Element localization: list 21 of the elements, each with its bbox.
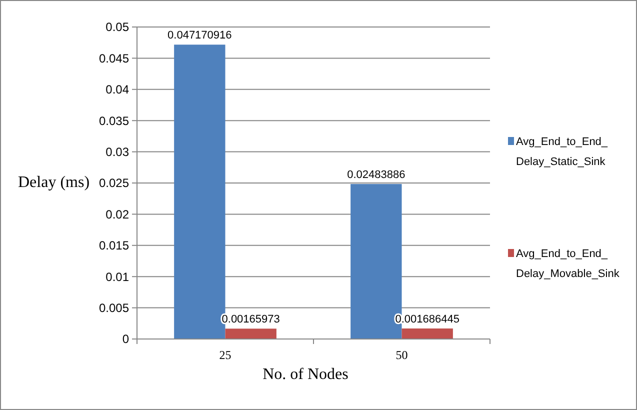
data-label: 0.047170916 (168, 30, 232, 42)
x-tick-label: 50 (396, 348, 408, 362)
y-tick-label: 0.025 (98, 176, 130, 190)
y-tick-label: 0.03 (106, 145, 130, 159)
bar (225, 328, 276, 339)
y-tick-label: 0.015 (98, 238, 130, 253)
y-tick-label: 0 (122, 332, 130, 346)
x-axis-title: No. of Nodes (262, 366, 348, 383)
y-tick-label: 0.045 (98, 51, 130, 66)
y-tick-label: 0.04 (106, 82, 130, 97)
y-tick-label: 0.035 (98, 114, 130, 128)
legend-label: Avg_End_to_End_Delay_Movable_Sink (516, 248, 620, 280)
y-axis-title: Delay (ms) (18, 174, 90, 191)
y-tick-label: 0.02 (106, 207, 130, 222)
data-label: 0.02483886 (347, 169, 406, 182)
y-tick-label: 0.005 (98, 301, 130, 315)
y-tick-label: 0.05 (106, 20, 130, 34)
bar (402, 328, 453, 339)
legend-label: Avg_End_to_End_Delay_Static_Sink (516, 136, 608, 168)
x-tick-label: 25 (219, 348, 232, 362)
y-tick-label: 0.01 (106, 270, 130, 284)
